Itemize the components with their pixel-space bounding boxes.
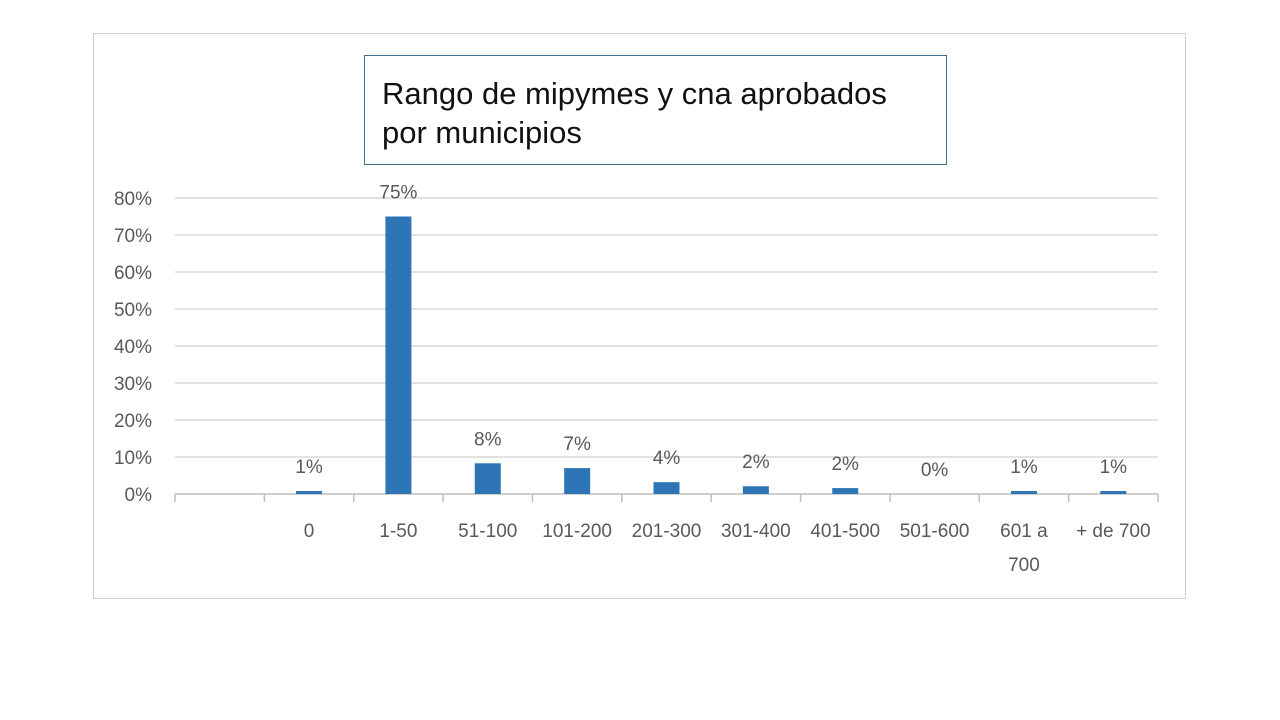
y-tick-label: 70% — [114, 226, 152, 247]
bar — [832, 488, 859, 494]
data-label: 75% — [379, 183, 417, 204]
data-label: 8% — [474, 429, 502, 450]
x-category-label: 401-500 — [810, 521, 880, 542]
y-tick-label: 20% — [114, 411, 152, 432]
data-label: 7% — [563, 434, 591, 455]
y-tick-label: 50% — [114, 300, 152, 321]
x-category-label: 501-600 — [900, 521, 970, 542]
bar — [385, 216, 412, 494]
chart-title-line-1: Rango de mipymes y cna aprobados — [382, 76, 887, 111]
data-label: 1% — [295, 457, 323, 478]
y-tick-label: 30% — [114, 374, 152, 395]
x-category-label: 51-100 — [458, 521, 517, 542]
x-category-label: 101-200 — [542, 521, 612, 542]
chart-title-line-2: por municipios — [382, 115, 582, 150]
bar — [296, 491, 323, 494]
y-tick-label: 10% — [114, 448, 152, 469]
x-category-label: 601 a — [1000, 521, 1048, 542]
x-category-label: 700 — [1008, 555, 1040, 576]
x-category-label: 0 — [304, 521, 315, 542]
data-label: 2% — [742, 452, 770, 473]
x-category-label: 201-300 — [632, 521, 702, 542]
bar — [742, 486, 769, 494]
bar — [1010, 491, 1037, 494]
x-category-label: 301-400 — [721, 521, 791, 542]
y-tick-label: 40% — [114, 337, 152, 358]
y-tick-label: 60% — [114, 263, 152, 284]
data-label: 4% — [653, 448, 681, 469]
bar — [564, 468, 591, 494]
y-tick-label: 80% — [114, 189, 152, 210]
x-category-label: + de 700 — [1076, 521, 1151, 542]
x-category-label: 1-50 — [379, 521, 417, 542]
data-label: 0% — [921, 460, 949, 481]
bar — [653, 482, 680, 494]
y-tick-label: 0% — [125, 485, 153, 506]
chart-title-box: Rango de mipymes y cna aprobados por mun… — [364, 55, 947, 165]
data-label: 1% — [1010, 457, 1038, 478]
data-label: 1% — [1100, 457, 1128, 478]
data-label: 2% — [831, 454, 859, 475]
bar — [1100, 491, 1127, 494]
bar — [474, 463, 501, 494]
